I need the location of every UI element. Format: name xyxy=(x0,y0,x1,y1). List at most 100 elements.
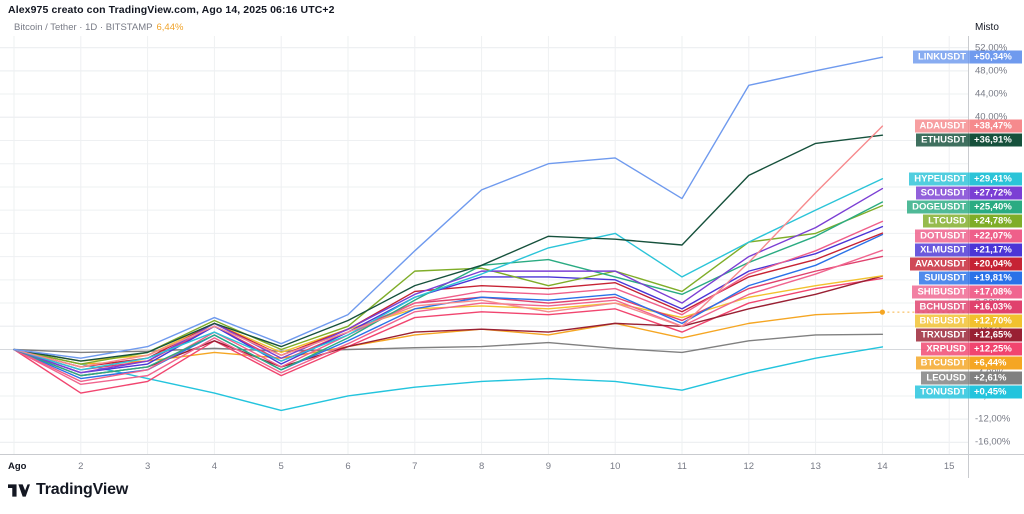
series-line xyxy=(13,346,884,412)
price-badge-row[interactable]: LTCUSD +24,78% xyxy=(923,214,1022,228)
price-badge[interactable]: LTCUSD +24,78% xyxy=(923,214,1022,228)
price-axis-tick: 52,00% xyxy=(975,42,1008,54)
price-badge-row[interactable]: BNBUSDT +12,70% xyxy=(914,314,1022,328)
price-badge-ticker: TONUSDT xyxy=(915,385,970,399)
time-axis-tick: 10 xyxy=(609,461,621,472)
time-axis-tick: 3 xyxy=(144,461,151,472)
price-badge[interactable]: SUIUSDT +19,81% xyxy=(919,271,1022,285)
price-badge[interactable]: HYPEUSDT +29,41% xyxy=(909,172,1022,186)
price-badge-row[interactable]: SHIBUSDT +17,08% xyxy=(912,285,1022,299)
symbol-label: Bitcoin / Tether · 1D · BITSTAMP xyxy=(14,22,153,33)
price-badge-ticker: HYPEUSDT xyxy=(909,172,970,186)
price-badge-row[interactable]: HYPEUSDT +29,41% xyxy=(909,172,1022,186)
price-badge-ticker: LTCUSD xyxy=(923,214,970,228)
axis-separator xyxy=(968,36,969,478)
price-badge-row[interactable]: BCHUSDT +16,03% xyxy=(914,300,1022,314)
price-badge-ticker: BCHUSDT xyxy=(914,300,970,314)
time-axis-tick: 7 xyxy=(412,461,418,472)
price-badge[interactable]: BNBUSDT +12,70% xyxy=(914,314,1022,328)
price-badge-row[interactable]: TRXUSDT +12,65% xyxy=(916,328,1022,342)
series-line xyxy=(13,187,884,374)
price-badge-row[interactable]: LEOUSD +2,61% xyxy=(921,371,1022,385)
series-line xyxy=(13,56,884,359)
series-line xyxy=(13,134,884,362)
price-badge-value: +50,34% xyxy=(970,50,1022,64)
series-line xyxy=(13,232,884,368)
price-badge[interactable]: DOGEUSDT +25,40% xyxy=(907,200,1022,214)
price-badge-row[interactable]: LINKUSDT +50,34% xyxy=(912,50,1022,64)
tradingview-logo: TradingView xyxy=(8,482,128,498)
btc-last-point-marker xyxy=(879,309,886,315)
price-badge-row[interactable]: DOGEUSDT +25,40% xyxy=(907,200,1022,214)
series-line xyxy=(13,125,884,368)
time-axis-tick: 9 xyxy=(545,461,552,472)
series-line xyxy=(13,225,884,374)
price-badge-value: +29,41% xyxy=(970,172,1022,186)
price-badge-value: +17,08% xyxy=(970,285,1022,299)
price-badge[interactable]: ADAUSDT +38,47% xyxy=(914,119,1022,133)
series-line xyxy=(13,275,884,377)
price-badge-row[interactable]: SUIUSDT +19,81% xyxy=(919,271,1022,285)
price-badge[interactable]: DOTUSDT +22,07% xyxy=(915,229,1022,243)
price-badge-value: +19,81% xyxy=(970,271,1022,285)
price-badge-ticker: DOGEUSDT xyxy=(907,200,970,214)
price-axis-tick: 48,00% xyxy=(975,65,1008,77)
price-badge-row[interactable]: SOLUSDT +27,72% xyxy=(915,186,1022,200)
price-badge[interactable]: BTCUSDT +6,44% xyxy=(915,356,1022,370)
chart-plot-area[interactable] xyxy=(0,36,968,454)
price-badge-value: +25,40% xyxy=(970,200,1022,214)
attribution-text: Alex975 creato con TradingView.com, Ago … xyxy=(8,4,335,16)
price-badge-row[interactable]: ETHUSDT +36,91% xyxy=(916,133,1022,147)
price-badge-row[interactable]: DOTUSDT +22,07% xyxy=(915,229,1022,243)
price-axis-tick: 40,00% xyxy=(975,111,1008,123)
grid-lines xyxy=(0,36,968,454)
price-badge[interactable]: SHIBUSDT +17,08% xyxy=(912,285,1022,299)
time-axis-tick: 15 xyxy=(943,461,955,472)
price-badge-value: +16,03% xyxy=(970,300,1022,314)
price-badge-ticker: SUIUSDT xyxy=(919,271,970,285)
symbol-change: 6,44% xyxy=(156,22,184,33)
price-badge-ticker: XRPUSD xyxy=(921,342,970,356)
price-badge-value: +24,78% xyxy=(970,214,1022,228)
price-badge[interactable]: ETHUSDT +36,91% xyxy=(916,133,1022,147)
time-axis[interactable]: Ago 2 3 4 5 6 7 8 9 10 11 12 13 14 15 xyxy=(0,454,1024,479)
price-badge-ticker: ADAUSDT xyxy=(914,119,970,133)
price-axis-tick: -12,00% xyxy=(975,413,1011,425)
price-badge-row[interactable]: TONUSDT +0,45% xyxy=(915,385,1022,399)
price-badge-value: +6,44% xyxy=(970,356,1022,370)
price-badge-row[interactable]: BTCUSDT +6,44% xyxy=(915,356,1022,370)
tradingview-wordmark: TradingView xyxy=(36,481,129,498)
symbol-info: Bitcoin / Tether · 1D · BITSTAMP 6,44% xyxy=(14,22,183,33)
price-badge-ticker: DOTUSDT xyxy=(915,229,970,243)
chart-svg xyxy=(0,36,968,454)
price-badge-row[interactable]: XLMUSDT +21,17% xyxy=(915,243,1022,257)
time-axis-tick: 2 xyxy=(78,461,84,472)
price-badge[interactable]: SOLUSDT +27,72% xyxy=(915,186,1022,200)
price-badge-ticker: BTCUSDT xyxy=(915,356,970,370)
price-badge-value: +21,17% xyxy=(970,243,1022,257)
price-axis-tick: -16,00% xyxy=(975,436,1011,448)
price-badge[interactable]: XLMUSDT +21,17% xyxy=(915,243,1022,257)
time-axis-tick: 11 xyxy=(677,461,687,472)
price-badge[interactable]: AVAXUSDT +20,04% xyxy=(910,257,1022,271)
price-badge-value: +20,04% xyxy=(970,257,1022,271)
price-badge-ticker: XLMUSDT xyxy=(915,243,970,257)
series-line xyxy=(13,311,884,365)
price-badge[interactable]: LEOUSD +2,61% xyxy=(921,371,1022,385)
time-axis-tick: 12 xyxy=(743,461,755,472)
price-badge[interactable]: BCHUSDT +16,03% xyxy=(914,300,1022,314)
series-line xyxy=(13,277,884,394)
price-badge-row[interactable]: AVAXUSDT +20,04% xyxy=(910,257,1022,271)
price-badge-ticker: AVAXUSDT xyxy=(910,257,970,271)
time-axis-tick: Ago xyxy=(8,461,27,472)
time-axis-tick: 14 xyxy=(877,461,888,472)
price-badge[interactable]: LINKUSDT +50,34% xyxy=(912,50,1022,64)
price-badge-ticker: LINKUSDT xyxy=(912,50,970,64)
time-axis-tick: 8 xyxy=(478,461,485,472)
price-badge[interactable]: TONUSDT +0,45% xyxy=(915,385,1022,399)
price-badge-row[interactable]: XRPUSD +12,25% xyxy=(921,342,1022,356)
price-badge[interactable]: TRXUSDT +12,65% xyxy=(916,328,1022,342)
price-badge-row[interactable]: ADAUSDT +38,47% xyxy=(914,119,1022,133)
price-badge[interactable]: XRPUSD +12,25% xyxy=(921,342,1022,356)
